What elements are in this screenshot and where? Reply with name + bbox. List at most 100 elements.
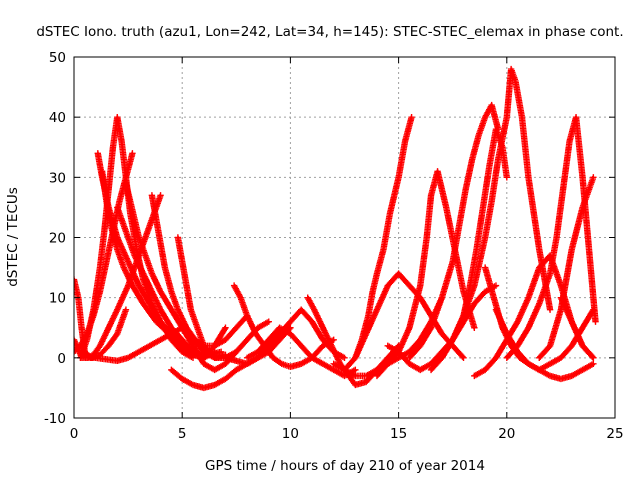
y-axis-label: dSTEC / TECUs — [5, 187, 21, 287]
interpolated-markers — [255, 337, 271, 354]
x-tick-label: 5 — [178, 426, 187, 442]
interpolated-markers — [131, 217, 142, 240]
interpolated-markers — [183, 284, 194, 312]
data-series — [174, 234, 272, 362]
interpolated-markers — [238, 296, 250, 318]
interpolated-markers — [231, 283, 244, 300]
interpolated-markers — [91, 344, 103, 357]
interpolated-markers — [380, 211, 393, 252]
interpolated-markers — [137, 343, 152, 355]
interpolated-markers — [245, 349, 260, 361]
interpolated-markers — [488, 103, 501, 131]
y-tick-label: 20 — [49, 231, 66, 247]
data-point-marker — [129, 150, 136, 157]
interpolated-markers — [395, 139, 408, 179]
interpolated-markers — [469, 133, 482, 161]
interpolated-markers — [74, 343, 83, 354]
data-series — [438, 65, 554, 362]
interpolated-markers — [428, 349, 444, 366]
interpolated-markers — [190, 337, 206, 354]
data-point-marker — [287, 324, 294, 331]
interpolated-markers — [374, 361, 390, 378]
interpolated-markers — [515, 295, 531, 324]
interpolated-markers — [158, 331, 174, 343]
interpolated-markers — [106, 308, 120, 330]
x-axis-label: GPS time / hours of day 210 of year 2014 — [205, 458, 485, 474]
interpolated-markers — [428, 296, 445, 330]
interpolated-markers — [329, 344, 343, 366]
interpolated-markers — [493, 308, 510, 336]
interpolated-markers — [121, 265, 135, 288]
data-point-marker — [74, 336, 78, 343]
x-tick-label: 0 — [70, 426, 79, 442]
interpolated-markers — [75, 296, 85, 330]
y-tick-label: 10 — [49, 291, 66, 307]
interpolated-markers — [223, 367, 239, 381]
interpolated-markers — [157, 241, 168, 270]
interpolated-markers — [374, 247, 387, 276]
data-series — [406, 101, 502, 362]
data-markers — [74, 65, 599, 392]
interpolated-markers — [299, 307, 315, 324]
interpolated-markers — [321, 361, 336, 373]
data-point-marker — [471, 324, 478, 331]
interpolated-markers — [98, 343, 111, 357]
data-point-marker — [503, 174, 510, 181]
y-tick-label: 0 — [57, 351, 66, 367]
data-series — [492, 306, 597, 383]
interpolated-markers — [471, 235, 488, 288]
interpolated-markers — [525, 175, 543, 252]
interpolated-markers — [188, 308, 200, 330]
interpolated-markers — [309, 319, 326, 342]
interpolated-markers — [526, 361, 541, 373]
interpolated-markers — [374, 283, 391, 312]
interpolated-markers — [96, 229, 108, 270]
interpolated-markers — [108, 223, 121, 252]
interpolated-markers — [194, 326, 207, 348]
interpolated-markers — [449, 223, 463, 264]
interpolated-markers — [310, 355, 325, 367]
interpolated-markers — [568, 205, 586, 252]
interpolated-markers — [106, 331, 120, 348]
interpolated-markers — [256, 319, 271, 331]
interpolated-markers — [342, 355, 358, 372]
interpolated-markers — [169, 337, 185, 354]
interpolated-markers — [99, 169, 110, 203]
interpolated-markers — [245, 355, 260, 367]
grid-lines — [74, 57, 615, 418]
interpolated-markers — [201, 343, 217, 360]
interpolated-markers — [140, 271, 155, 294]
interpolated-markers — [573, 115, 586, 179]
interpolated-markers — [103, 199, 114, 228]
data-series — [98, 168, 225, 359]
interpolated-markers — [352, 332, 369, 360]
interpolated-markers — [439, 337, 456, 360]
interpolated-markers — [480, 163, 493, 209]
interpolated-markers — [369, 272, 380, 294]
interpolated-markers — [132, 253, 146, 276]
interpolated-markers — [169, 307, 185, 330]
interpolated-markers — [266, 331, 282, 348]
interpolated-markers — [114, 247, 127, 270]
interpolated-markers — [114, 205, 129, 234]
interpolated-markers — [223, 325, 239, 342]
y-tick-label: 40 — [49, 110, 66, 126]
interpolated-markers — [125, 259, 142, 288]
interpolated-markers — [149, 271, 164, 294]
interpolated-markers — [94, 354, 119, 364]
interpolated-markers — [580, 361, 596, 373]
interpolated-markers — [553, 187, 567, 240]
data-series — [243, 324, 359, 380]
interpolated-markers — [406, 283, 424, 330]
interpolated-markers — [148, 193, 160, 222]
interpolated-markers — [180, 376, 195, 388]
interpolated-markers — [123, 229, 138, 258]
interpolated-markers — [169, 367, 185, 381]
interpolated-markers — [579, 187, 592, 209]
interpolated-markers — [179, 259, 190, 288]
interpolated-markers — [547, 235, 560, 276]
data-point-marker — [352, 366, 359, 374]
interpolated-markers — [180, 349, 195, 361]
interpolated-markers — [548, 355, 563, 367]
